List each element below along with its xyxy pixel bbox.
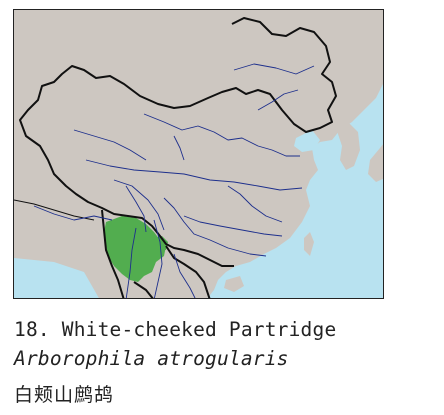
korean-peninsula [336,122,360,170]
range-map-svg [14,10,383,298]
bohai-sea [294,130,320,152]
hainan-island [224,276,244,292]
range-map [13,9,384,299]
species-scientific-name: Arborophila atrogularis [14,347,289,370]
bay-of-bengal [14,258,99,298]
neighbor-border [101,209,125,298]
distribution-range [104,216,168,282]
neighbor-border [165,245,211,298]
neighbor-border [133,281,154,298]
neighbor-border [14,199,95,221]
taiwan-island [304,232,314,256]
species-chinese-name: 白颊山鹧鸪 [14,384,115,406]
japan-island [368,144,383,182]
rivers [33,63,315,298]
species-number-and-name: 18. White-cheeked Partridge [14,318,337,341]
national-border [19,17,337,267]
